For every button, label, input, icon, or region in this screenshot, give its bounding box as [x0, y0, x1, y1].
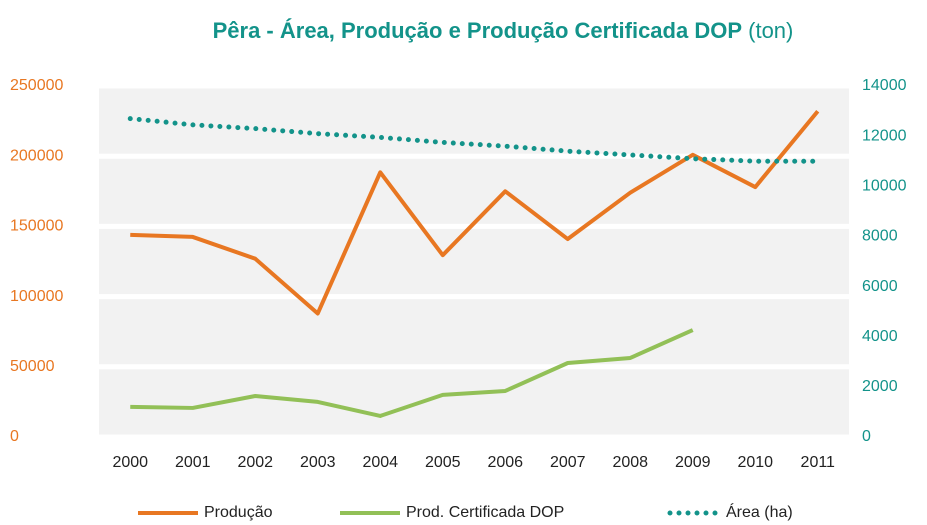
x-tick-label: 2011 — [801, 454, 836, 471]
y-tick-label: 0 — [10, 428, 19, 445]
y2-tick-label: 10000 — [862, 178, 907, 195]
y2-tick-label: 4000 — [862, 328, 898, 345]
title-main: Pêra - Área, Produção e Produção Certifi… — [213, 18, 742, 43]
legend-label: Produção — [204, 504, 273, 521]
x-tick-label: 2009 — [675, 454, 711, 471]
legend-label: Prod. Certificada DOP — [406, 504, 564, 521]
x-tick-label: 2001 — [175, 454, 211, 471]
x-tick-label: 2005 — [425, 454, 461, 471]
x-tick-label: 2000 — [112, 454, 148, 471]
y2-tick-label: 8000 — [862, 228, 898, 245]
y-tick-label: 250000 — [10, 77, 63, 94]
y2-tick-label: 6000 — [862, 278, 898, 295]
y2-tick-label: 2000 — [862, 378, 898, 395]
x-tick-label: 2007 — [550, 454, 586, 471]
y-tick-label: 100000 — [10, 288, 63, 305]
plot-background — [99, 86, 849, 437]
y-tick-label: 50000 — [10, 358, 55, 375]
x-tick-label: 2010 — [737, 454, 773, 471]
x-tick-label: 2002 — [237, 454, 273, 471]
y2-tick-label: 0 — [862, 428, 871, 445]
series-line — [127, 116, 821, 164]
x-tick-label: 2003 — [300, 454, 336, 471]
title-unit: (ton) — [748, 18, 793, 43]
series-line — [130, 328, 694, 418]
y-tick-label: 200000 — [10, 147, 63, 164]
x-tick-label: 2006 — [487, 454, 523, 471]
legend-label: Área (ha) — [726, 502, 793, 521]
y2-tick-label: 12000 — [862, 127, 907, 144]
y-tick-label: 150000 — [10, 218, 63, 235]
x-tick-label: 2004 — [362, 454, 398, 471]
chart-title: Pêra - Área, Produção e Produção Certifi… — [213, 18, 794, 43]
y2-tick-label: 14000 — [862, 77, 907, 94]
x-tick-label: 2008 — [612, 454, 648, 471]
